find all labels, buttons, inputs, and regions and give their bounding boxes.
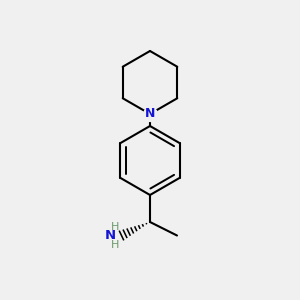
Text: H: H bbox=[111, 221, 119, 232]
Text: H: H bbox=[111, 239, 119, 250]
Text: N: N bbox=[105, 229, 116, 242]
Text: N: N bbox=[145, 107, 155, 121]
